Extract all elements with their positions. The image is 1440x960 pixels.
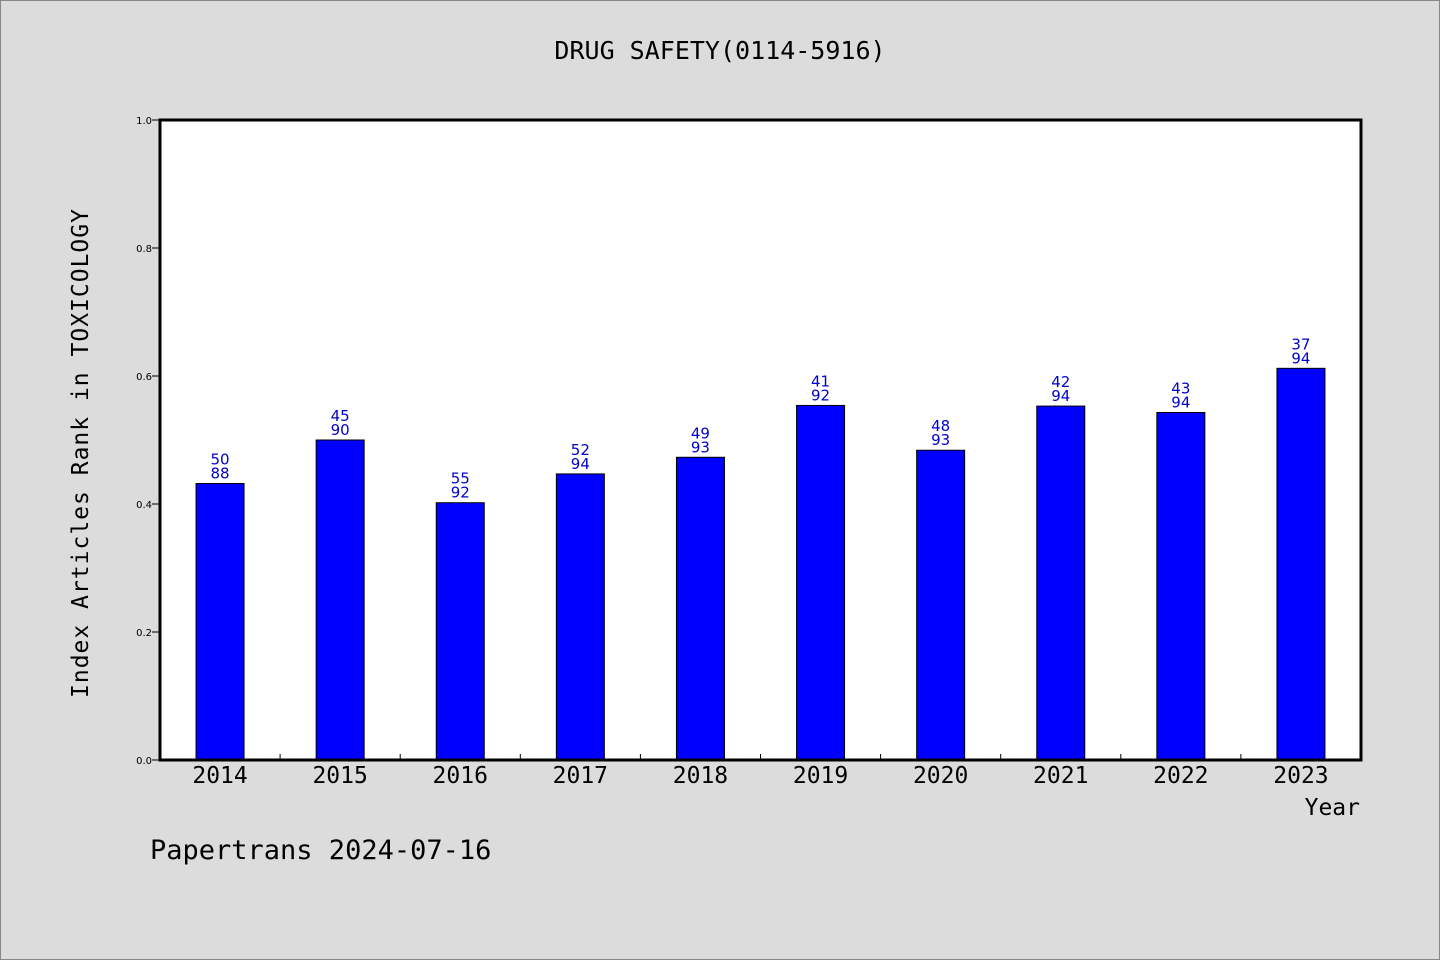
- bar: [435, 502, 485, 761]
- bar: [195, 483, 245, 761]
- bar-label-bottom: 94: [1171, 393, 1190, 411]
- x-tick-label: 2015: [312, 763, 367, 789]
- bar-label-top: 43: [1171, 379, 1190, 397]
- x-tick-label: 2019: [793, 763, 848, 789]
- y-tick-label: 1.0: [136, 116, 152, 127]
- bar: [916, 449, 966, 761]
- plot-border: [158, 118, 1363, 762]
- chart-title: DRUG SAFETY(0114-5916): [554, 36, 886, 65]
- bar-label-bottom: 94: [571, 455, 590, 473]
- bar-label-top: 41: [811, 372, 830, 390]
- bar: [555, 473, 605, 761]
- bar-label-bottom: 90: [331, 421, 350, 439]
- x-tick-label: 2014: [192, 763, 247, 789]
- y-tick-label: 0.4: [136, 500, 152, 511]
- y-tick-label: 0.0: [136, 756, 152, 767]
- bar-label-top: 42: [1051, 373, 1070, 391]
- bar-label-bottom: 93: [931, 431, 950, 449]
- bar: [1276, 367, 1326, 761]
- bar-label-top: 37: [1291, 335, 1310, 353]
- bar: [1036, 405, 1086, 761]
- x-tick-label: 2018: [673, 763, 728, 789]
- y-tick-label: 0.8: [136, 244, 152, 255]
- bar-label-bottom: 92: [811, 386, 830, 404]
- x-tick-label: 2023: [1273, 763, 1328, 789]
- x-tick-label: 2022: [1153, 763, 1208, 789]
- bar-label-bottom: 94: [1291, 349, 1310, 367]
- bar-label-top: 52: [571, 441, 590, 459]
- bar-label-top: 48: [931, 417, 950, 435]
- bar: [796, 404, 846, 761]
- bar: [1156, 411, 1206, 761]
- bar-label-bottom: 93: [691, 438, 710, 456]
- bar-label-bottom: 88: [211, 465, 230, 483]
- bar-label-bottom: 94: [1051, 387, 1070, 405]
- bar-label-top: 50: [211, 451, 230, 469]
- y-tick-label: 0.6: [136, 372, 152, 383]
- bar-label-bottom: 92: [451, 484, 470, 502]
- footer-text: Papertrans 2024-07-16: [150, 835, 492, 866]
- x-axis-label: Year: [1304, 795, 1360, 821]
- bar: [315, 439, 365, 761]
- y-tick-label: 0.2: [136, 628, 152, 639]
- bar: [675, 456, 725, 761]
- bar-label-top: 49: [691, 424, 710, 442]
- x-tick-label: 2017: [553, 763, 608, 789]
- bar-label-top: 55: [451, 470, 470, 488]
- x-tick-label: 2020: [913, 763, 968, 789]
- x-tick-label: 2021: [1033, 763, 1088, 789]
- x-tick-label: 2016: [433, 763, 488, 789]
- bar-label-top: 45: [331, 407, 350, 425]
